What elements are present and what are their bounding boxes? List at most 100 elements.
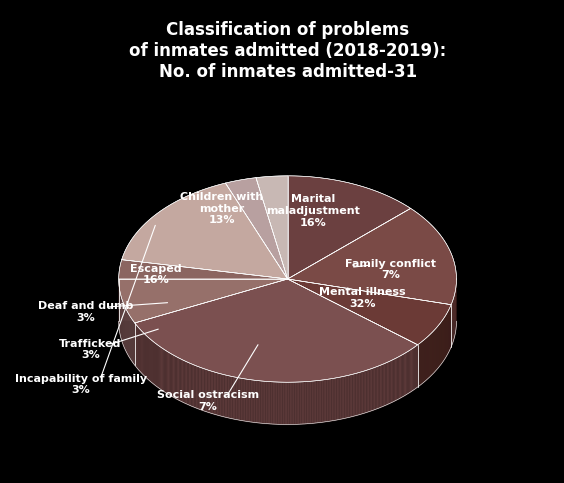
Polygon shape [330, 379, 332, 421]
Polygon shape [323, 380, 325, 422]
Polygon shape [346, 375, 348, 418]
Polygon shape [308, 382, 310, 424]
Polygon shape [220, 373, 221, 416]
Polygon shape [272, 382, 274, 424]
Polygon shape [257, 381, 259, 423]
Polygon shape [291, 382, 293, 425]
Polygon shape [174, 355, 175, 398]
Polygon shape [252, 380, 254, 422]
Polygon shape [407, 351, 408, 394]
Polygon shape [208, 370, 209, 412]
Polygon shape [163, 349, 164, 392]
Polygon shape [315, 381, 316, 423]
Polygon shape [382, 364, 384, 407]
Polygon shape [316, 381, 318, 423]
Polygon shape [289, 382, 291, 425]
Polygon shape [372, 368, 374, 411]
Polygon shape [197, 366, 199, 409]
Polygon shape [196, 366, 197, 409]
Polygon shape [229, 376, 231, 418]
Polygon shape [174, 355, 175, 398]
Polygon shape [415, 346, 416, 389]
Polygon shape [372, 368, 374, 411]
Polygon shape [190, 363, 191, 406]
Polygon shape [318, 380, 320, 423]
Polygon shape [261, 381, 262, 423]
Polygon shape [279, 382, 281, 425]
Polygon shape [360, 372, 362, 414]
Polygon shape [214, 372, 215, 414]
Polygon shape [279, 382, 281, 425]
Polygon shape [387, 362, 388, 405]
Polygon shape [232, 377, 234, 419]
Polygon shape [277, 382, 279, 425]
Polygon shape [135, 324, 136, 367]
Polygon shape [141, 330, 142, 373]
Polygon shape [209, 370, 210, 413]
Polygon shape [236, 377, 237, 420]
Polygon shape [141, 330, 142, 373]
Polygon shape [348, 375, 349, 418]
Text: Escaped
16%: Escaped 16% [130, 264, 182, 285]
Polygon shape [191, 364, 193, 407]
Polygon shape [354, 373, 356, 416]
Polygon shape [167, 351, 168, 394]
Polygon shape [262, 381, 264, 424]
Polygon shape [247, 379, 249, 422]
Polygon shape [197, 366, 199, 409]
Polygon shape [367, 370, 368, 412]
Polygon shape [182, 359, 183, 402]
Text: Social ostracism
7%: Social ostracism 7% [157, 390, 259, 412]
Polygon shape [242, 379, 244, 421]
Polygon shape [169, 353, 170, 396]
Polygon shape [333, 378, 335, 421]
Polygon shape [153, 341, 155, 384]
Polygon shape [204, 369, 206, 412]
Polygon shape [387, 362, 388, 405]
Polygon shape [178, 357, 179, 400]
Polygon shape [354, 373, 356, 416]
Polygon shape [417, 345, 418, 388]
Polygon shape [301, 382, 303, 424]
Polygon shape [228, 375, 229, 418]
Polygon shape [391, 360, 392, 403]
Polygon shape [228, 375, 229, 418]
Polygon shape [325, 380, 327, 422]
Polygon shape [369, 369, 371, 412]
Polygon shape [311, 381, 313, 424]
Polygon shape [249, 380, 250, 422]
Polygon shape [313, 381, 315, 423]
Polygon shape [276, 382, 277, 424]
Polygon shape [250, 380, 252, 422]
Polygon shape [244, 379, 245, 421]
Polygon shape [223, 374, 224, 417]
Polygon shape [169, 353, 170, 396]
Polygon shape [160, 346, 161, 389]
Polygon shape [365, 370, 367, 413]
Polygon shape [320, 380, 321, 423]
Polygon shape [294, 382, 296, 425]
Polygon shape [167, 351, 168, 394]
Polygon shape [158, 346, 160, 389]
Polygon shape [349, 375, 351, 417]
Polygon shape [399, 356, 400, 399]
Polygon shape [122, 183, 288, 279]
Polygon shape [333, 378, 335, 421]
Polygon shape [405, 353, 406, 396]
Polygon shape [244, 379, 245, 421]
Polygon shape [308, 382, 310, 424]
Polygon shape [408, 350, 410, 393]
Polygon shape [204, 369, 206, 412]
Polygon shape [186, 361, 187, 404]
Polygon shape [408, 350, 410, 393]
Polygon shape [139, 328, 140, 372]
Polygon shape [136, 325, 137, 368]
Polygon shape [332, 378, 333, 421]
Polygon shape [206, 369, 208, 412]
Polygon shape [283, 382, 284, 425]
Polygon shape [218, 373, 220, 416]
Polygon shape [161, 347, 162, 390]
Polygon shape [352, 374, 354, 416]
Polygon shape [374, 367, 375, 410]
Polygon shape [184, 361, 186, 404]
